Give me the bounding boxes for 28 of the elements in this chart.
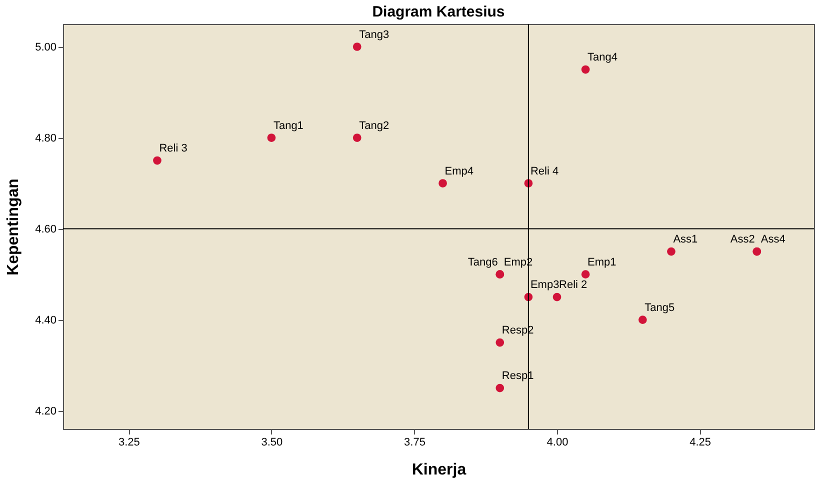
x-tick-label: 3.25 <box>118 436 140 448</box>
chart-title: Diagram Kartesius <box>372 4 505 20</box>
annotation: Emp4 <box>444 165 474 178</box>
y-tick-label: 5.00 <box>35 41 56 54</box>
annotation: Reli 2 <box>559 279 588 292</box>
x-tick-label: 4.00 <box>546 436 568 448</box>
annotation: Tang1 <box>273 120 304 132</box>
annotation: Reli 3 <box>159 142 188 155</box>
annotation: Ass1 <box>673 234 698 246</box>
annotation: Tang3 <box>359 28 390 41</box>
y-tick-label: 4.20 <box>35 405 56 418</box>
y-tick-label: 4.60 <box>35 223 56 236</box>
x-tick-label: 4.25 <box>690 436 711 448</box>
annotation: Tang4 <box>588 52 618 64</box>
x-tick-label: 3.50 <box>261 436 283 448</box>
y-tick-label: 4.80 <box>35 132 56 144</box>
annotation: Tang5 <box>644 302 675 314</box>
annotation: Tang2 <box>359 120 390 132</box>
annotation: Reli 4 <box>530 165 559 178</box>
annotation: Emp3 <box>530 279 560 292</box>
x-axis-title: Kinerja <box>412 462 466 478</box>
annotation: Emp1 <box>588 256 616 268</box>
annotation: Tang6 <box>468 256 498 268</box>
annotation: Ass4 <box>760 234 786 246</box>
x-tick-label: 3.75 <box>404 436 426 448</box>
annotation: Ass2 <box>730 234 755 246</box>
y-tick-label: 4.40 <box>35 314 56 326</box>
y-axis-title: Kepentingan <box>5 178 22 276</box>
